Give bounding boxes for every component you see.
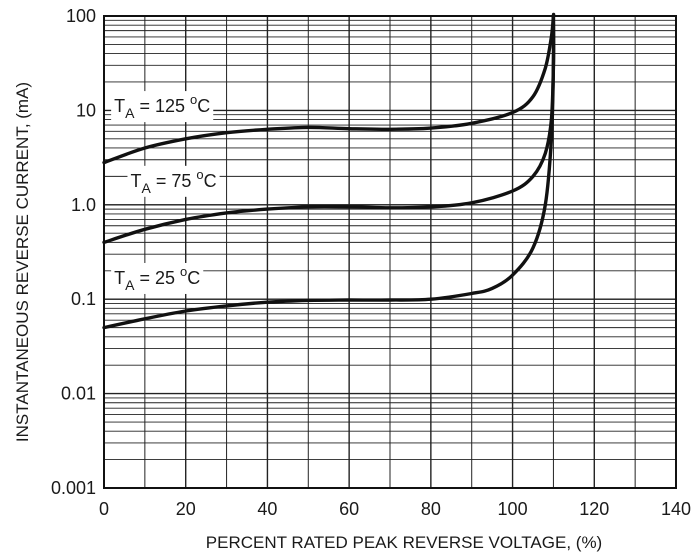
y-tick-label: 0.001 <box>51 478 96 498</box>
y-tick-label: 100 <box>66 6 96 26</box>
series-label: TA = 25 oC <box>111 263 203 294</box>
x-tick-label: 120 <box>579 499 609 519</box>
series-labels: TA = 125 oC TA = 75 oC TA = 25 oC <box>111 91 219 294</box>
x-axis-title: PERCENT RATED PEAK REVERSE VOLTAGE, (%) <box>206 533 602 552</box>
y-tick-label: 0.1 <box>71 289 96 309</box>
series-label: TA = 125 oC <box>111 91 213 122</box>
y-tick-label: 0.01 <box>61 384 96 404</box>
y-tick-label: 1.0 <box>71 195 96 215</box>
y-tick-label: 10 <box>76 100 96 120</box>
grid <box>104 16 676 488</box>
y-axis-title: INSTANTANEOUS REVERSE CURRENT, (mA) <box>13 82 32 442</box>
x-tick-label: 80 <box>421 499 441 519</box>
x-tick-label: 0 <box>99 499 109 519</box>
series-label: TA = 75 oC <box>127 166 219 197</box>
x-tick-label: 40 <box>257 499 277 519</box>
x-tick-label: 140 <box>661 499 691 519</box>
x-tick-label: 20 <box>176 499 196 519</box>
x-tick-label: 60 <box>339 499 359 519</box>
tick-labels: 0 20 40 60 80 100 120 140 0.001 0.01 0.1 1.0 10 100 <box>51 6 691 519</box>
x-tick-label: 100 <box>498 499 528 519</box>
